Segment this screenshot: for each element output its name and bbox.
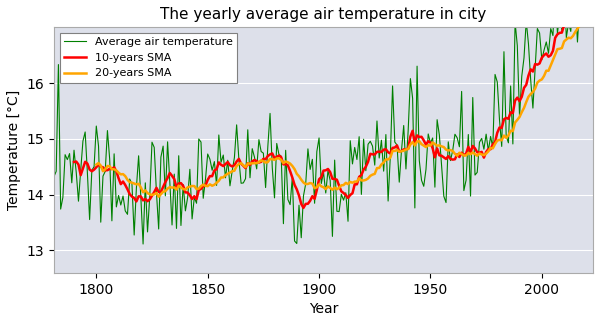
- Average air temperature: [244, 128, 251, 132]
- Average air temperature: [338, 193, 345, 196]
- X-axis label: Year: Year: [309, 302, 338, 316]
- 10-years SMA: [407, 135, 414, 139]
- Average air temperature: [50, 175, 58, 179]
- Line: 10-years SMA: 10-years SMA: [74, 0, 591, 208]
- Average air temperature: [68, 181, 76, 185]
- 20-years SMA: [242, 165, 249, 169]
- Title: The yearly average air temperature in city: The yearly average air temperature in ci…: [160, 7, 487, 22]
- Line: 20-years SMA: 20-years SMA: [96, 7, 591, 197]
- Average air temperature: [139, 242, 146, 246]
- 10-years SMA: [335, 184, 343, 188]
- 20-years SMA: [353, 180, 361, 183]
- 20-years SMA: [587, 5, 595, 9]
- 10-years SMA: [242, 166, 249, 170]
- Legend: Average air temperature, 10-years SMA, 20-years SMA: Average air temperature, 10-years SMA, 2…: [59, 33, 238, 83]
- 10-years SMA: [353, 182, 361, 186]
- 10-years SMA: [329, 177, 336, 181]
- 20-years SMA: [335, 186, 343, 190]
- Average air temperature: [409, 97, 416, 100]
- Average air temperature: [331, 158, 338, 162]
- Y-axis label: Temperature [°C]: Temperature [°C]: [7, 90, 21, 210]
- Line: Average air temperature: Average air temperature: [54, 0, 591, 244]
- Average air temperature: [356, 135, 363, 139]
- 20-years SMA: [329, 188, 336, 192]
- Average air temperature: [587, 15, 595, 18]
- 20-years SMA: [407, 142, 414, 146]
